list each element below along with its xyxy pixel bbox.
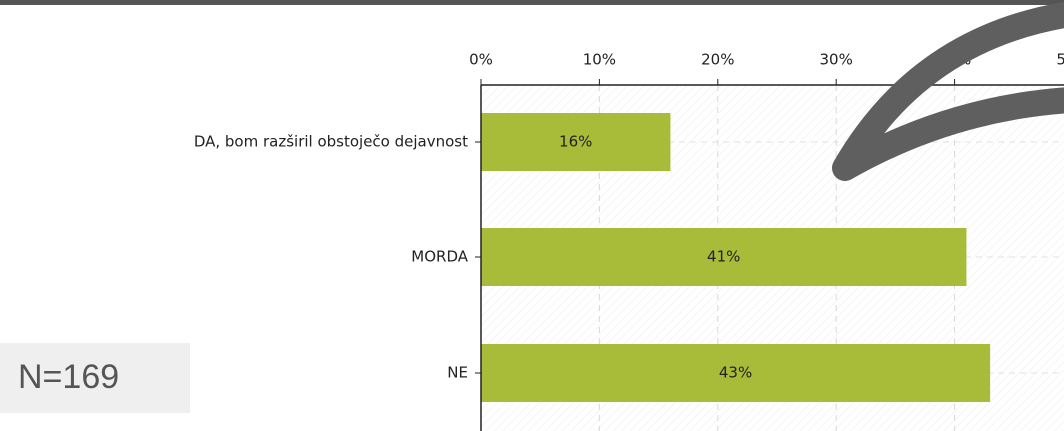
value-label: 41%	[707, 248, 740, 266]
x-tick-label: 50%	[1056, 51, 1064, 69]
value-label: 16%	[559, 133, 592, 151]
x-tick-label: 20%	[701, 51, 734, 69]
x-tick-label: 10%	[583, 51, 616, 69]
top-bar	[0, 0, 1064, 5]
y-tick-label: DA, bom razširil obstoječo dejavnost	[194, 133, 468, 151]
bar	[481, 344, 991, 402]
y-tick-label: NE	[447, 364, 468, 382]
note-box	[0, 343, 190, 413]
y-tick-label: MORDA	[411, 248, 468, 266]
sample-size: N=169	[18, 358, 119, 396]
arrow-overlay	[832, 1, 1064, 181]
bar	[481, 113, 671, 171]
x-tick-label: 0%	[469, 51, 493, 69]
bar	[481, 228, 967, 286]
value-label: 43%	[719, 364, 752, 382]
x-tick-label: 30%	[820, 51, 853, 69]
